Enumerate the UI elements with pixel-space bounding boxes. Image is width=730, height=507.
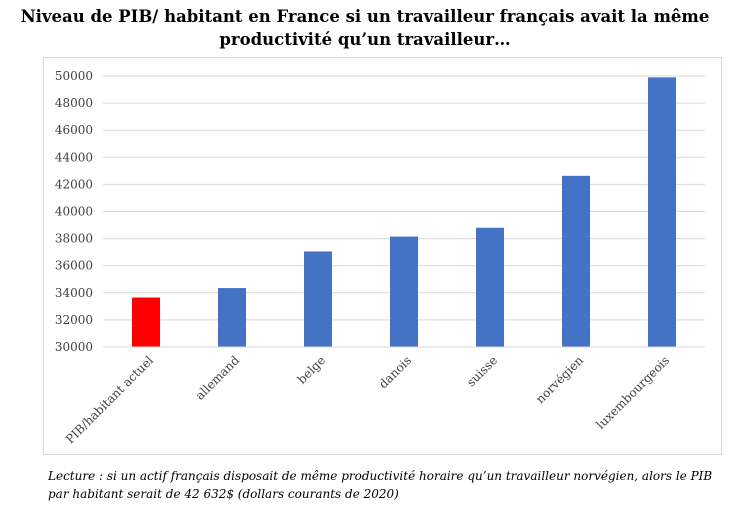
chart-caption: Lecture : si un actif français disposait… xyxy=(48,467,724,503)
y-tick-label: 30000 xyxy=(55,340,93,354)
x-tick-label: PIB/habitant actuel xyxy=(63,353,156,446)
bar-series xyxy=(218,288,246,347)
y-tick-label: 44000 xyxy=(55,150,93,164)
caption-line-2: par habitant serait de 42 632$ (dollars … xyxy=(48,487,399,501)
x-tick-label: danois xyxy=(376,353,414,391)
y-tick-label: 48000 xyxy=(55,96,93,110)
bar-series xyxy=(562,175,590,347)
bar-series xyxy=(648,77,676,347)
chart-title: Niveau de PIB/ habitant en France si un … xyxy=(20,5,710,51)
y-tick-label: 50000 xyxy=(55,69,93,83)
y-tick-label: 40000 xyxy=(55,205,93,219)
chart-frame xyxy=(43,57,722,455)
x-tick-label: suisse xyxy=(464,353,500,389)
bar-series xyxy=(304,251,332,347)
y-tick-label: 46000 xyxy=(55,123,93,137)
x-tick-label: norvégien xyxy=(533,353,586,406)
chart-title-line-2: productivité qu’un travailleur… xyxy=(219,30,511,49)
y-tick-label: 36000 xyxy=(55,259,93,273)
y-tick-label: 32000 xyxy=(55,313,93,327)
y-tick-label: 34000 xyxy=(55,286,93,300)
bar-actuel xyxy=(132,297,160,347)
bar-series xyxy=(476,227,504,347)
chart-title-line-1: Niveau de PIB/ habitant en France si un … xyxy=(20,7,710,26)
y-tick-label: 38000 xyxy=(55,232,93,246)
x-tick-label: belge xyxy=(295,353,329,387)
caption-line-1: Lecture : si un actif français disposait… xyxy=(48,469,713,483)
x-tick-label: luxembourgeois xyxy=(593,353,672,432)
bar-series xyxy=(390,236,418,347)
x-tick-label: allemand xyxy=(193,353,243,403)
y-tick-label: 42000 xyxy=(55,177,93,191)
